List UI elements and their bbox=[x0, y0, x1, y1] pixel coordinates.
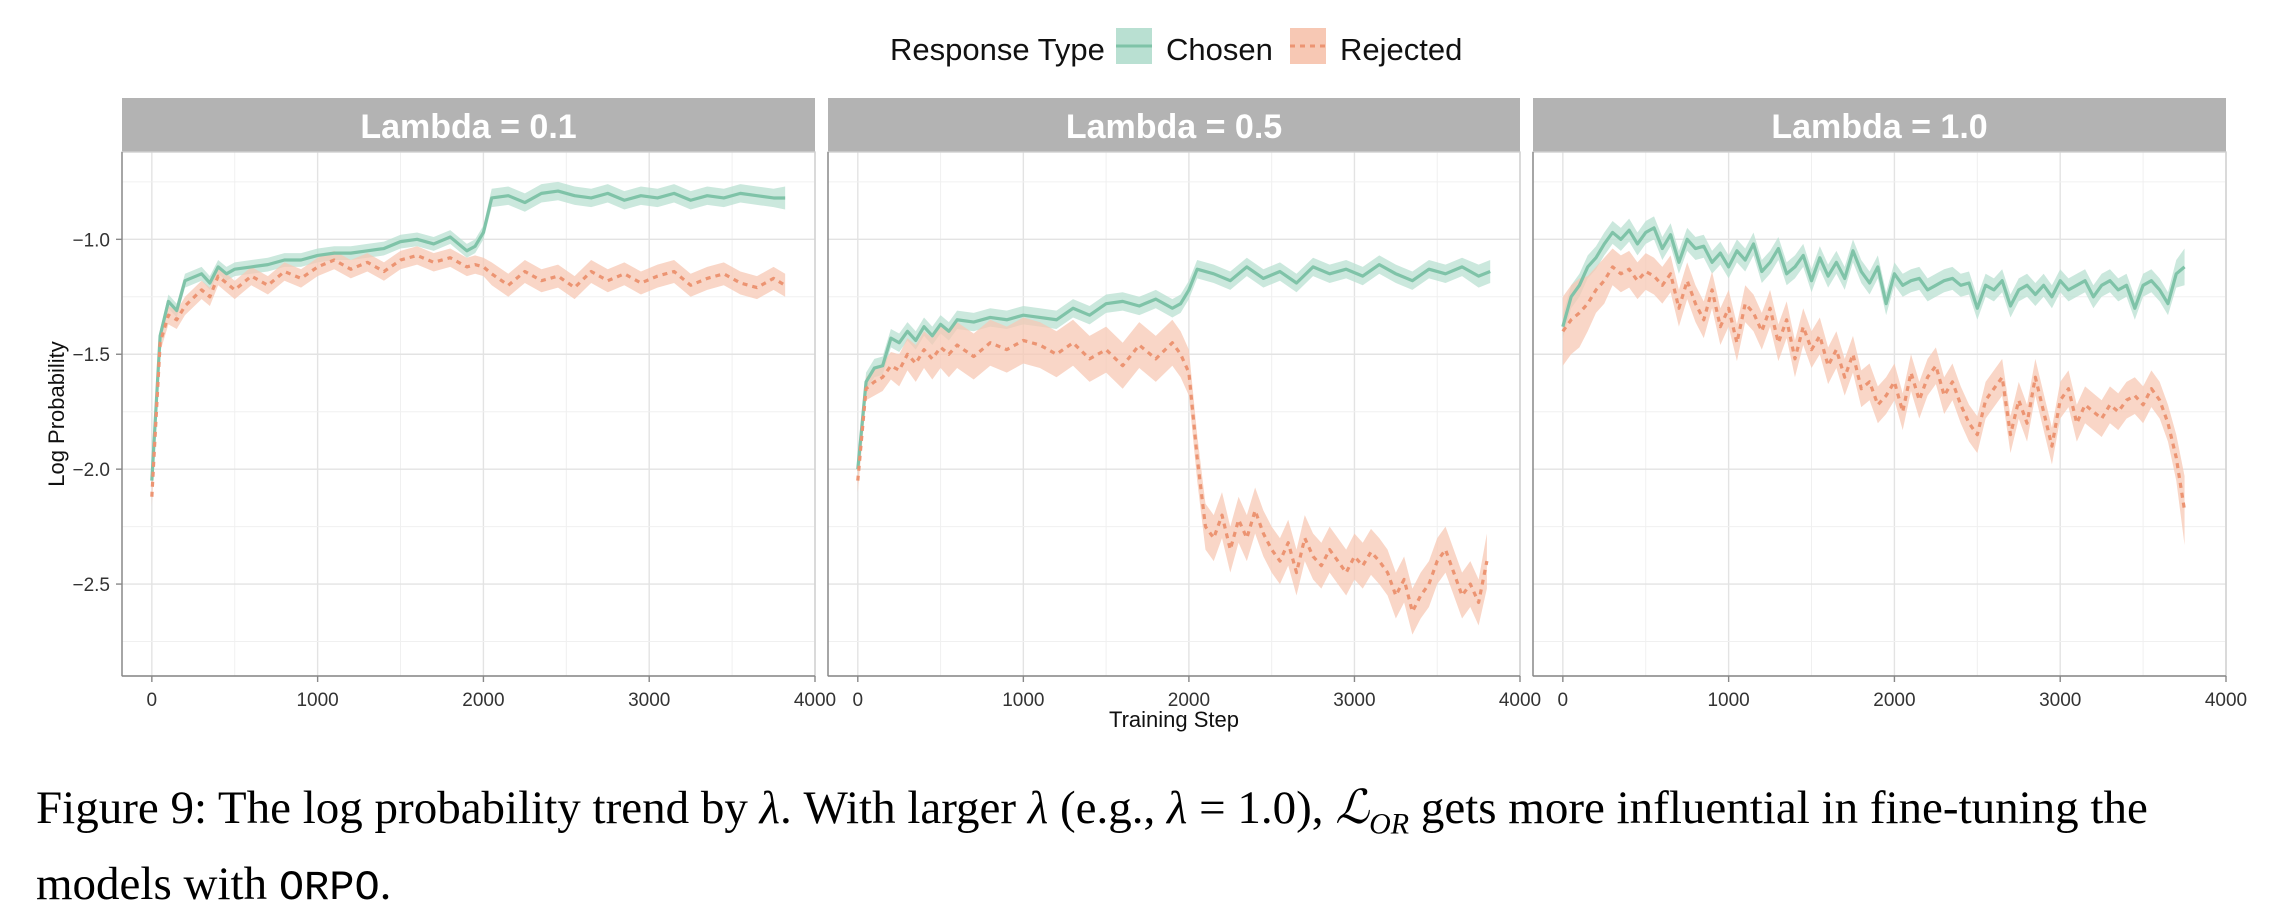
chart: Response Type Chosen Rejected Lambda = 0.1 0… bbox=[44, 28, 2247, 732]
x-tick-label: 4000 bbox=[794, 690, 836, 711]
panel-title: Lambda = 1.0 bbox=[1771, 108, 1987, 146]
series-band-rejected bbox=[151, 246, 786, 506]
legend-item-rejected: Rejected bbox=[1290, 28, 1462, 67]
x-tick-label: 4000 bbox=[2205, 690, 2247, 711]
legend-title: Response Type bbox=[890, 32, 1105, 67]
x-tick-label: 1000 bbox=[1707, 690, 1749, 711]
x-tick-label: 2000 bbox=[1168, 690, 1210, 711]
x-tick-label: 3000 bbox=[2039, 690, 2081, 711]
panel-background bbox=[122, 152, 815, 676]
x-tick-label: 1000 bbox=[296, 690, 338, 711]
series-line-rejected bbox=[150, 253, 786, 497]
y-tick-label: −1.5 bbox=[72, 345, 110, 366]
y-tick-label: −1.0 bbox=[72, 230, 110, 251]
panel-2: Lambda = 0.5 0 1000 2000 3000 4000 bbox=[827, 98, 1541, 711]
x-tick-label: 3000 bbox=[1333, 690, 1375, 711]
series-line-chosen bbox=[856, 263, 1491, 470]
panel-title: Lambda = 0.1 bbox=[360, 108, 576, 146]
x-tick-label: 4000 bbox=[1499, 690, 1541, 711]
x-tick-label: 0 bbox=[147, 690, 158, 711]
legend: Response Type Chosen Rejected bbox=[890, 28, 1462, 67]
series-line-rejected bbox=[856, 338, 1489, 614]
legend-item-chosen: Chosen bbox=[1116, 28, 1273, 67]
y-tick-label: −2.0 bbox=[72, 460, 110, 481]
y-tick-label: −2.5 bbox=[72, 575, 110, 596]
panel-strip bbox=[828, 98, 1520, 152]
legend-label-chosen: Chosen bbox=[1166, 32, 1273, 67]
x-tick-label: 0 bbox=[1558, 690, 1569, 711]
figure-caption: Figure 9: The log probability trend by λ… bbox=[36, 782, 2148, 913]
x-tick-label: 3000 bbox=[628, 690, 670, 711]
y-axis-title: Log Probability bbox=[44, 341, 69, 487]
panel-strip bbox=[1533, 98, 2226, 152]
legend-label-rejected: Rejected bbox=[1340, 32, 1462, 67]
x-tick-label: 1000 bbox=[1002, 690, 1044, 711]
series-line-chosen bbox=[150, 189, 786, 481]
x-tick-label: 2000 bbox=[462, 690, 504, 711]
panel-strip bbox=[122, 98, 815, 152]
panel-title: Lambda = 0.5 bbox=[1066, 108, 1282, 146]
series-band-chosen bbox=[857, 255, 1491, 479]
panel-3: Lambda = 1.0 0 1000 2000 3000 4000 bbox=[1532, 98, 2247, 711]
series-line-chosen bbox=[1561, 226, 2186, 328]
panel-1: Lambda = 0.1 0 1000 2000 3000 4000 −1.0 −1.5 −2.… bbox=[72, 98, 836, 711]
x-tick-label: 0 bbox=[853, 690, 864, 711]
series-band-rejected bbox=[857, 317, 1487, 635]
x-tick-label: 2000 bbox=[1873, 690, 1915, 711]
x-axis-title: Training Step bbox=[1109, 707, 1239, 732]
